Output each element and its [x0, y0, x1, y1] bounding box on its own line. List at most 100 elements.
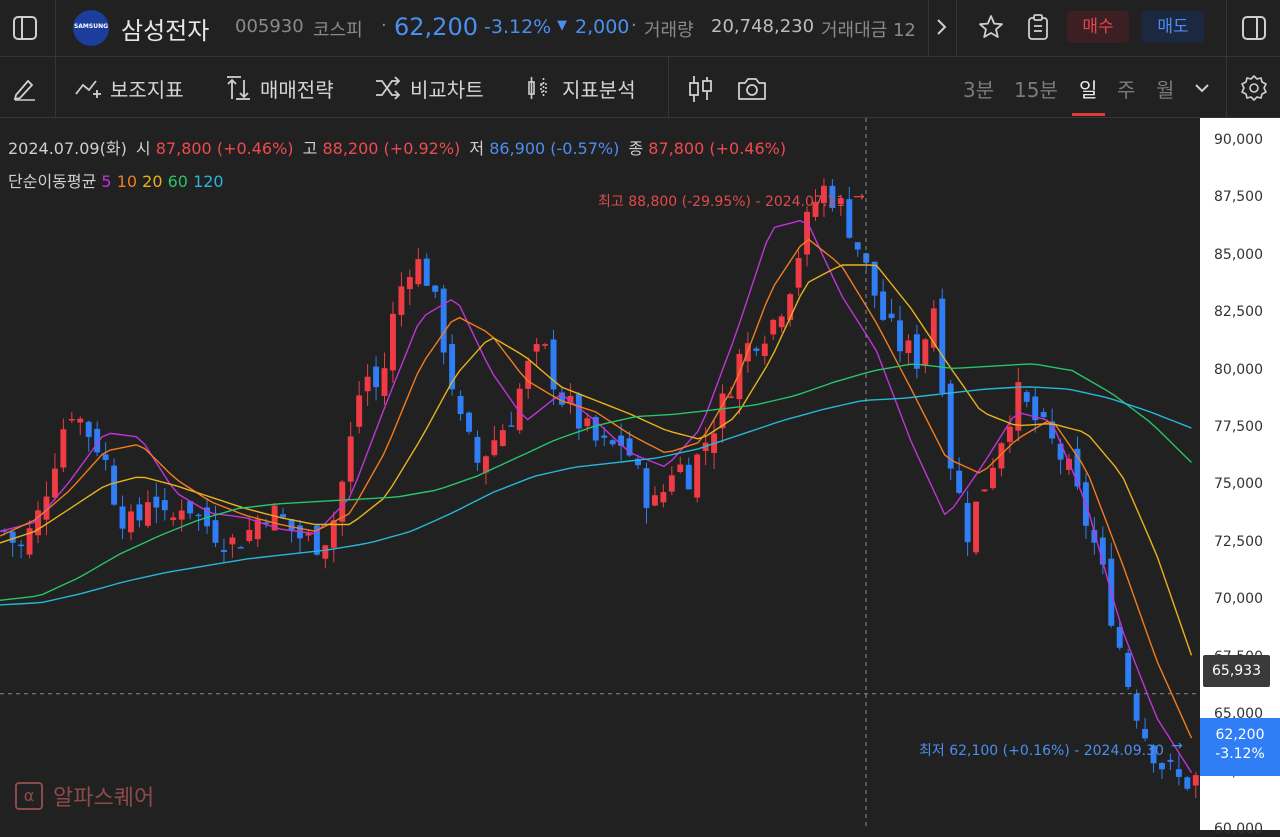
- candle-body: [651, 495, 658, 506]
- clipboard-icon[interactable]: [1026, 13, 1050, 41]
- candle-body: [643, 468, 650, 508]
- candle-body: [305, 533, 312, 536]
- alpha-logo-icon: α: [15, 782, 43, 810]
- close-value: 87,800: [648, 139, 705, 158]
- min-arrow-icon: →: [1171, 738, 1183, 754]
- candle-body: [685, 464, 692, 490]
- candle-body: [330, 520, 337, 548]
- candle-body: [1099, 537, 1106, 565]
- candle-body: [626, 438, 633, 456]
- candle-body: [482, 456, 489, 473]
- candle-body: [119, 506, 126, 529]
- ma-title: 단순이동평균: [8, 172, 97, 191]
- candle-body: [1015, 382, 1022, 431]
- candle-body: [263, 522, 270, 524]
- candle-body: [102, 454, 109, 460]
- candle-body: [1167, 759, 1174, 762]
- price-tick-label: 60,000: [1214, 821, 1263, 837]
- candle-body: [136, 504, 143, 521]
- ma-legend[interactable]: 단순이동평균 5 10 20 60 120: [8, 168, 224, 192]
- period-month[interactable]: 월: [1156, 78, 1175, 102]
- candle-body: [474, 436, 481, 463]
- candle-body: [68, 418, 75, 421]
- price-tick-label: 70,000: [1214, 591, 1263, 608]
- panel-toggle-icon[interactable]: [1241, 15, 1267, 41]
- strategy-label: 매매전략: [260, 77, 334, 102]
- chevron-right-icon[interactable]: [934, 17, 950, 37]
- stock-code: 005930: [235, 16, 304, 37]
- price-chart[interactable]: [0, 118, 1200, 830]
- candle-body: [280, 514, 287, 518]
- star-icon[interactable]: [978, 14, 1004, 40]
- ma5-line: [0, 219, 1193, 773]
- dot-separator: ·: [381, 15, 387, 36]
- price-tick-label: 82,500: [1214, 304, 1263, 321]
- candle-body: [51, 468, 58, 498]
- candle-body: [415, 259, 422, 285]
- change-amount: 2,000: [575, 16, 630, 38]
- candle-body: [508, 425, 515, 427]
- candle-body: [499, 430, 506, 447]
- candle-body: [812, 201, 819, 217]
- low-label: 저: [469, 139, 485, 158]
- period-15min[interactable]: 15분: [1014, 78, 1058, 102]
- chevron-down-icon[interactable]: [1193, 82, 1211, 94]
- candle-body: [778, 316, 785, 328]
- candle-body: [525, 360, 532, 389]
- candle-body: [694, 454, 701, 498]
- candle-body: [1023, 392, 1030, 402]
- candle-body: [229, 537, 236, 545]
- open-change: (+0.46%): [216, 139, 294, 158]
- candle-body: [804, 211, 810, 255]
- buy-button[interactable]: 매수: [1067, 11, 1129, 43]
- sidebar-toggle-icon[interactable]: [12, 15, 38, 41]
- candle-body: [1133, 693, 1140, 721]
- candle-body: [18, 544, 25, 547]
- sell-button[interactable]: 매도: [1142, 11, 1204, 43]
- candle-body: [94, 428, 101, 453]
- candle-body: [660, 492, 667, 503]
- candle-body: [398, 286, 405, 315]
- strategy-button[interactable]: 매매전략: [224, 72, 334, 104]
- draw-pen-icon[interactable]: [12, 75, 38, 101]
- candle-body: [795, 258, 802, 288]
- candle-body: [432, 285, 439, 292]
- open-label: 시: [135, 139, 151, 158]
- candle-body: [491, 440, 498, 456]
- active-period-underline: [1072, 113, 1105, 116]
- candle-analysis-icon: [524, 74, 554, 102]
- candlestick-type-icon[interactable]: [687, 74, 715, 104]
- price-axis[interactable]: [1200, 118, 1280, 830]
- period-day[interactable]: 일: [1079, 78, 1098, 102]
- candle-body: [550, 339, 557, 390]
- candle-body: [567, 395, 574, 403]
- compare-chart-button[interactable]: 비교차트: [374, 72, 484, 104]
- candle-body: [1150, 745, 1157, 764]
- camera-icon[interactable]: [736, 76, 768, 102]
- candle-body: [347, 436, 354, 482]
- candle-body: [922, 339, 929, 367]
- candle-body: [1192, 775, 1199, 786]
- candle-body: [178, 510, 185, 520]
- candle-body: [668, 475, 675, 492]
- low-change: (-0.57%): [550, 139, 620, 158]
- candle-body: [635, 458, 641, 466]
- candle-body: [787, 294, 794, 320]
- analysis-button[interactable]: 지표분석: [524, 72, 636, 104]
- price-tick-label: 77,500: [1214, 419, 1263, 436]
- gear-icon[interactable]: [1240, 74, 1268, 102]
- candle-body: [981, 489, 988, 492]
- candle-body: [60, 429, 67, 468]
- period-3min[interactable]: 3분: [963, 78, 995, 102]
- candle-body: [753, 348, 760, 351]
- candle-body: [956, 470, 963, 493]
- low-value: 86,900: [489, 139, 546, 158]
- candle-body: [939, 298, 946, 393]
- price-tick-label: 80,000: [1214, 361, 1263, 378]
- period-week[interactable]: 주: [1117, 78, 1136, 102]
- price-tick-label: 85,000: [1214, 246, 1263, 263]
- indicator-button[interactable]: 보조지표: [74, 72, 184, 104]
- candle-body: [1057, 443, 1064, 460]
- ma20-line: [0, 264, 1193, 656]
- candle-body: [381, 368, 388, 396]
